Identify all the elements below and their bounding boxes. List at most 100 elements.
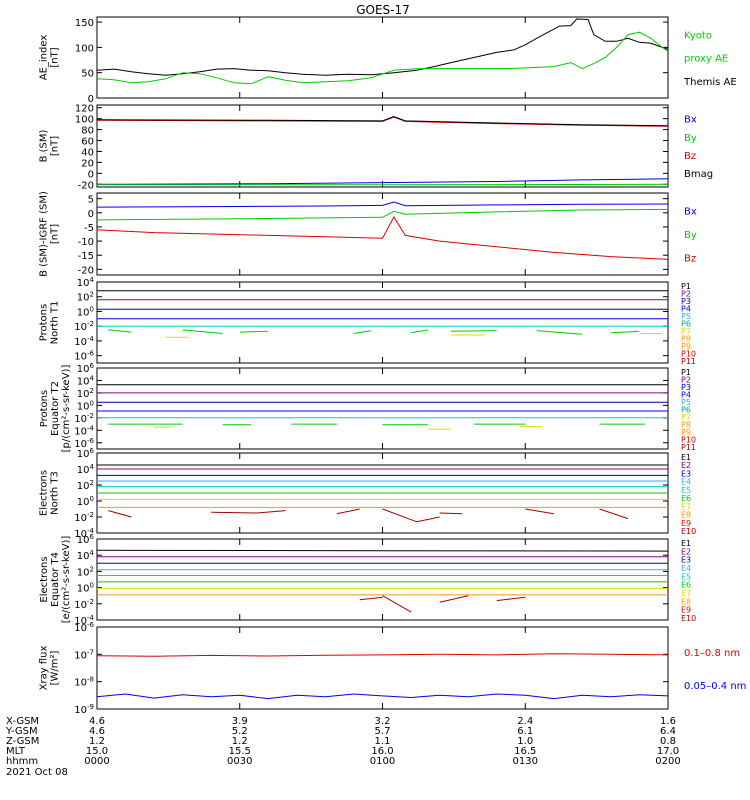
legend-entry: Bmag xyxy=(684,169,713,180)
y-tick-label: 10-4 xyxy=(74,614,94,627)
legend-entry: E4 xyxy=(681,564,691,573)
footer-value: 0.8 xyxy=(660,736,676,747)
legend-entry: Bz xyxy=(684,151,696,162)
series-line xyxy=(97,549,668,552)
y-tick-label: 10-8 xyxy=(74,676,94,689)
legend-entry: E5 xyxy=(681,572,691,581)
legend-entry: P8 xyxy=(681,335,691,344)
legend-entry: E10 xyxy=(681,614,696,623)
footer-row-label: Z-GSM xyxy=(6,736,39,747)
y-tick-label: 106 xyxy=(77,447,95,460)
legend-entry: By xyxy=(684,133,697,144)
legend-entry: E7 xyxy=(681,589,691,598)
legend-entry: E8 xyxy=(681,597,691,606)
y-axis-label: Protons xyxy=(39,390,50,427)
series-line xyxy=(97,18,668,76)
series-segment xyxy=(182,329,223,334)
series-segment xyxy=(610,330,640,334)
legend-entry: P5 xyxy=(681,398,691,407)
y-tick-label: 10-6 xyxy=(74,437,94,450)
legend-entry: 0.1–0.8 nm xyxy=(684,648,740,659)
y-tick-label: 102 xyxy=(77,291,94,304)
y-tick-label: 0 xyxy=(88,169,94,180)
y-tick-label: 100 xyxy=(75,115,94,126)
y-axis-label: Electrons xyxy=(39,556,50,602)
plot-frame xyxy=(96,104,669,188)
y-tick-label: 100 xyxy=(75,43,94,54)
footer-value: 3.9 xyxy=(232,716,248,727)
series-segment xyxy=(439,595,469,603)
legend-entry: P3 xyxy=(681,297,691,306)
legend-entry: By xyxy=(684,230,697,241)
legend-entry: E7 xyxy=(681,502,691,511)
y-tick-label: 100 xyxy=(77,305,94,318)
y-tick-label: 10-2 xyxy=(74,511,94,524)
footer-value: 6.4 xyxy=(660,726,676,737)
series-line xyxy=(97,201,668,208)
legend-entry: E6 xyxy=(681,494,691,503)
y-tick-label: 106 xyxy=(77,533,95,546)
y-tick-label: 20 xyxy=(81,158,94,169)
legend-entry: P2 xyxy=(681,290,691,299)
y-tick-label: 102 xyxy=(77,479,94,492)
legend-entry: E1 xyxy=(681,539,691,548)
footer-value: 1.2 xyxy=(232,736,248,747)
plot-frame xyxy=(96,367,669,450)
footer-value: 15.5 xyxy=(229,746,251,757)
legend-entry: E5 xyxy=(681,486,691,495)
y-axis-label: [nT] xyxy=(50,47,61,67)
legend-entry: P9 xyxy=(681,428,691,437)
series-line xyxy=(97,208,668,221)
series-segment xyxy=(353,330,372,334)
y-tick-label: 5 xyxy=(88,195,94,206)
series-segment xyxy=(599,508,629,520)
series-group xyxy=(97,201,668,260)
y-tick-label: 104 xyxy=(77,276,95,289)
legend-entry: P7 xyxy=(681,327,691,336)
legend-entry: P11 xyxy=(681,443,696,452)
legend-entry: Kyoto xyxy=(684,31,712,42)
y-tick-label: 80 xyxy=(81,126,94,137)
series-line xyxy=(97,115,668,127)
series-group xyxy=(97,18,668,85)
legend-entry: E9 xyxy=(681,519,691,528)
series-segment xyxy=(411,329,429,334)
legend-entry: E8 xyxy=(681,511,691,520)
series-group xyxy=(97,384,668,430)
series-segment xyxy=(359,596,383,601)
y-axis-label: Equator T2 xyxy=(50,381,61,436)
y-tick-label: -20 xyxy=(78,265,94,276)
footer-row-label: MLT xyxy=(6,746,26,757)
legend-entry: E9 xyxy=(681,606,691,615)
footer-value: 1.1 xyxy=(375,736,391,747)
y-tick-label: 0 xyxy=(88,94,94,105)
plot-frame xyxy=(96,281,669,364)
legend-entry: P2 xyxy=(681,376,691,385)
series-segment xyxy=(525,508,554,515)
y-tick-label: 102 xyxy=(77,387,94,400)
y-tick-label: 0 xyxy=(88,209,94,220)
y-axis-label: North T3 xyxy=(50,471,61,515)
legend-entry: P9 xyxy=(681,342,691,351)
legend-entry: P8 xyxy=(681,421,691,430)
footer-value: 0200 xyxy=(655,756,680,767)
panel-3: -20 -15 -10 -5 0 5 B (SM)-IGRF (SM) [nT] Bx By Bz xyxy=(39,191,697,277)
legend-entry: P7 xyxy=(681,413,691,422)
y-tick-label: 100 xyxy=(77,495,94,508)
y-axis-label: [e/(cm²-s-sr-keV)] xyxy=(61,536,72,624)
y-tick-label: 10-9 xyxy=(74,703,94,716)
y-tick-label: 60 xyxy=(81,137,94,148)
y-tick-label: 10-2 xyxy=(74,598,94,611)
series-segment xyxy=(382,595,412,613)
plot-frame xyxy=(96,16,669,99)
series-group xyxy=(97,549,668,613)
y-tick-label: 104 xyxy=(77,374,95,387)
legend-entry: Bz xyxy=(684,254,696,265)
series-segment xyxy=(416,516,440,523)
footer-row-label: Y-GSM xyxy=(5,726,38,737)
y-tick-label: 102 xyxy=(77,565,94,578)
series-line xyxy=(97,216,668,260)
